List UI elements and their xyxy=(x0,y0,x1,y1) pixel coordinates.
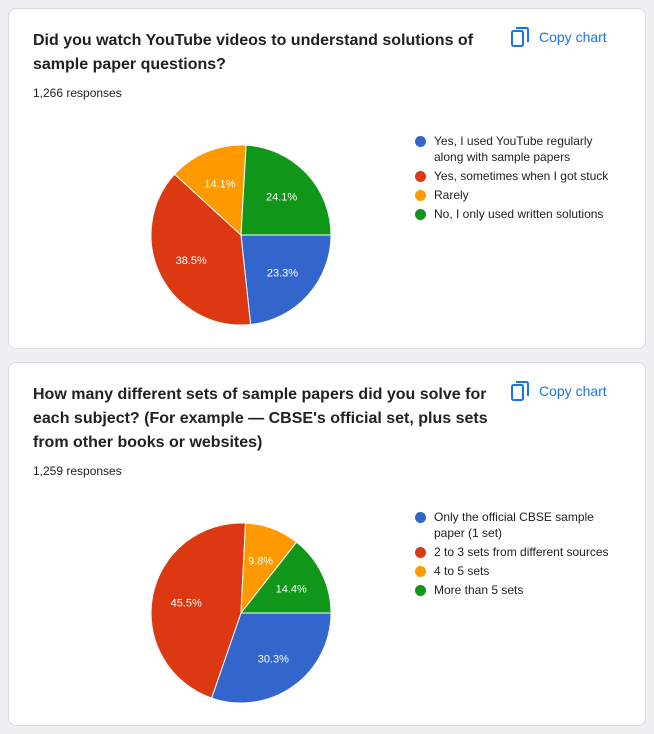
legend-swatch xyxy=(415,136,426,147)
slice-label: 14.1% xyxy=(204,178,235,190)
chart-card: How many different sets of sample papers… xyxy=(8,362,646,726)
copy-chart-label: Copy chart xyxy=(539,383,607,399)
legend-item: Yes, I used YouTube regularly along with… xyxy=(415,133,615,165)
chart-legend: Yes, I used YouTube regularly along with… xyxy=(415,133,615,225)
pie-chart: 23.3% 38.5% 14.1% 24.1% xyxy=(150,144,332,326)
legend-item: No, I only used written solutions xyxy=(415,206,615,222)
response-count: 1,266 responses xyxy=(33,86,122,100)
chart-card: Did you watch YouTube videos to understa… xyxy=(8,8,646,349)
chart-title: How many different sets of sample papers… xyxy=(33,386,488,451)
slice-label: 30.3% xyxy=(258,653,289,665)
chart-legend: Only the official CBSE sample paper (1 s… xyxy=(415,509,615,601)
slice-label: 14.4% xyxy=(276,584,307,596)
legend-swatch xyxy=(415,566,426,577)
legend-item: 4 to 5 sets xyxy=(415,563,615,579)
pie-slice xyxy=(210,612,332,704)
slice-label: 38.5% xyxy=(176,255,207,267)
slice-label: 24.1% xyxy=(266,192,297,204)
pie-slice xyxy=(239,541,332,614)
copy-chart-button[interactable]: Copy chart xyxy=(511,27,607,47)
pie-slice xyxy=(240,234,332,326)
pie-slice xyxy=(150,173,252,326)
slice-label: 45.5% xyxy=(171,597,202,609)
legend-swatch xyxy=(415,190,426,201)
pie-slice xyxy=(150,522,247,699)
slice-label: 9.8% xyxy=(248,556,273,568)
pie-slice xyxy=(173,144,247,237)
legend-swatch xyxy=(415,512,426,523)
legend-item: 2 to 3 sets from different sources xyxy=(415,544,615,560)
legend-label: Only the official CBSE sample paper (1 s… xyxy=(434,510,594,540)
legend-item: Rarely xyxy=(415,187,615,203)
slice-label: 23.3% xyxy=(267,267,298,279)
legend-swatch xyxy=(415,171,426,182)
legend-label: 4 to 5 sets xyxy=(434,564,490,578)
legend-label: Yes, sometimes when I got stuck xyxy=(434,169,609,183)
chart-title: Did you watch YouTube videos to understa… xyxy=(33,32,474,73)
legend-label: No, I only used written solutions xyxy=(434,207,604,221)
legend-label: Rarely xyxy=(434,188,469,202)
legend-item: Yes, sometimes when I got stuck xyxy=(415,168,615,184)
copy-icon xyxy=(511,27,529,47)
legend-swatch xyxy=(415,585,426,596)
pie-slice xyxy=(240,144,332,236)
legend-item: Only the official CBSE sample paper (1 s… xyxy=(415,509,615,541)
pie-chart: 30.3% 45.5% 9.8% 14.4% xyxy=(150,522,332,704)
legend-swatch xyxy=(415,209,426,220)
copy-chart-label: Copy chart xyxy=(539,29,607,45)
copy-icon xyxy=(511,381,529,401)
legend-swatch xyxy=(415,547,426,558)
response-count: 1,259 responses xyxy=(33,464,122,478)
legend-label: Yes, I used YouTube regularly along with… xyxy=(434,134,593,164)
legend-label: More than 5 sets xyxy=(434,583,524,597)
legend-item: More than 5 sets xyxy=(415,582,615,598)
copy-chart-button[interactable]: Copy chart xyxy=(511,381,607,401)
legend-label: 2 to 3 sets from different sources xyxy=(434,545,609,559)
